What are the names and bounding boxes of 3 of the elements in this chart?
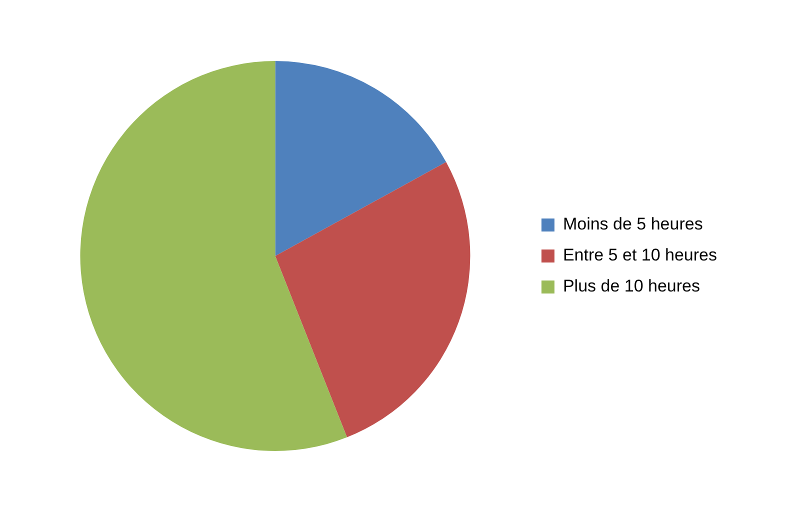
legend-label: Entre 5 et 10 heures	[562, 246, 717, 265]
legend-label: Plus de 10 heures	[562, 276, 700, 296]
legend-label: Moins de 5 heures	[562, 214, 703, 234]
